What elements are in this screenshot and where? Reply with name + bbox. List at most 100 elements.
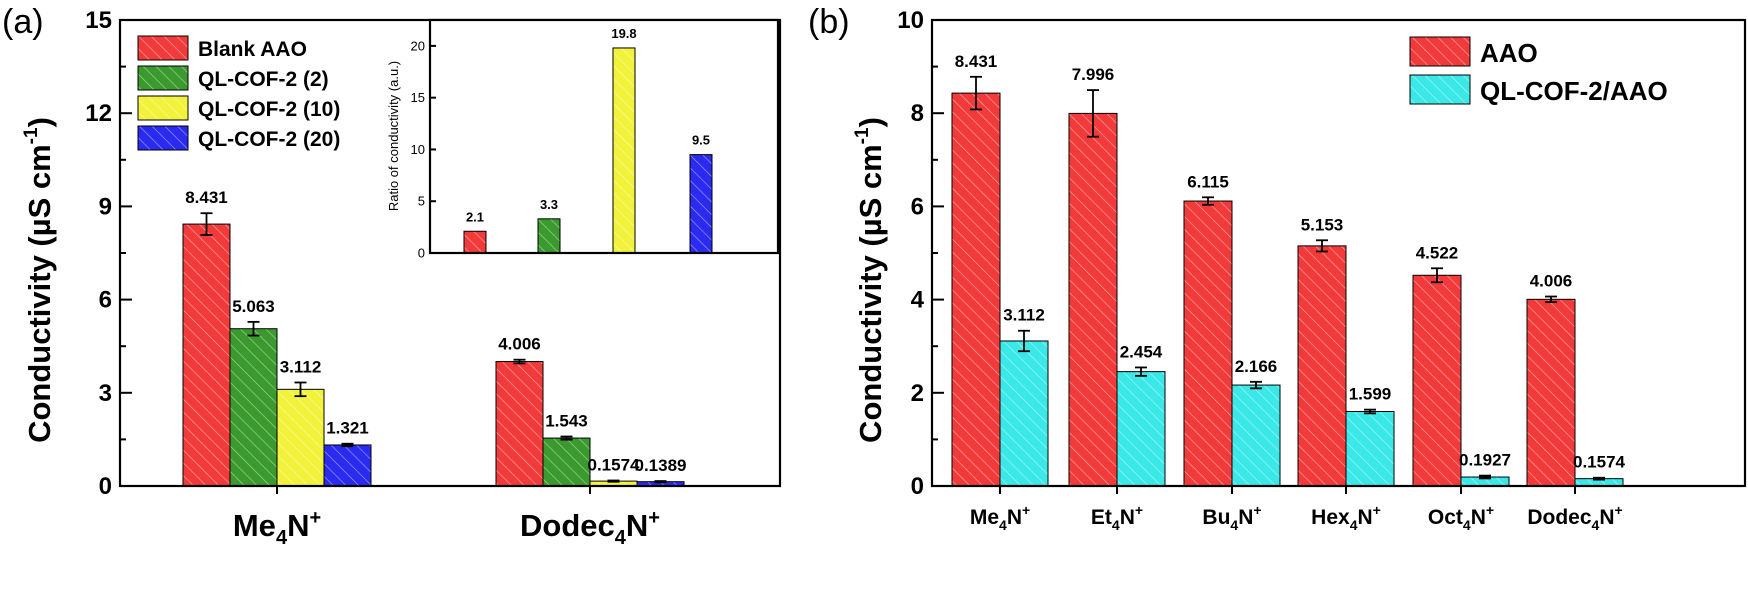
bar [1068, 112, 1118, 487]
panel-a-axes: 0 3 6 9 12 15 Me4N+ Dodec4N+ [85, 7, 782, 549]
inset-y-tick-label: 20 [411, 38, 425, 53]
inset-y-axis-label: Ratio of conductivity (a.u.) [386, 61, 401, 211]
legend-swatch [1409, 74, 1471, 105]
bar [1345, 410, 1395, 487]
legend-item: QL-COF-2 (2) [137, 65, 329, 91]
bar [1412, 274, 1462, 487]
error-bar [294, 381, 307, 398]
legend-item: Blank AAO [137, 35, 307, 61]
data-label: 3.112 [1003, 306, 1045, 325]
data-label: 7.996 [1072, 65, 1115, 84]
y-tick-label: 3 [99, 380, 112, 407]
y-tick-label: 15 [85, 7, 112, 34]
data-label: 2.1 [466, 209, 484, 224]
legend-item: QL-COF-2/AAO [1409, 74, 1668, 106]
error-bar [1545, 295, 1557, 304]
panel-b-label: (b) [808, 3, 850, 41]
panel-a-label: (a) [2, 3, 44, 41]
legend-swatch [137, 35, 189, 61]
y-tick-label: 0 [911, 473, 924, 500]
error-bar [247, 320, 260, 337]
inset-y-tick-label: 10 [411, 142, 425, 157]
legend-label: AAO [1480, 38, 1538, 68]
error-bar [200, 212, 213, 236]
inset-bar [689, 154, 713, 254]
error-bar [1135, 366, 1147, 377]
data-label: 19.8 [611, 26, 636, 41]
error-bar [1202, 196, 1214, 206]
data-label: 4.006 [498, 335, 541, 354]
data-label: 9.5 [692, 133, 710, 148]
data-label: 5.153 [1301, 215, 1344, 234]
bar [542, 437, 591, 487]
error-bar [607, 479, 620, 483]
error-bar [1018, 329, 1030, 353]
panel-b-y-axis-label: Conductivity (µS cm-1) [852, 117, 888, 443]
data-label: 6.115 [1187, 172, 1229, 191]
error-bar [1364, 408, 1376, 415]
legend-label: QL-COF-2 (20) [198, 128, 340, 151]
panel-b-axes: 0 2 4 6 8 10 Me4N+ Et4N+ Bu4N+ Hex4N+ Oct4N+ Dodec4… [897, 7, 1747, 533]
legend-label: QL-COF-2 (10) [198, 98, 340, 121]
inset-y-tick-label: 5 [418, 194, 425, 209]
bar [323, 444, 372, 487]
x-tick-label: Et4N+ [1091, 502, 1143, 533]
legend-swatch [137, 125, 189, 151]
y-tick-label: 10 [897, 7, 924, 34]
y-axis-label: Conductivity (µS cm-1) [21, 117, 57, 443]
data-label: 1.321 [326, 419, 369, 438]
y-tick-label: 8 [911, 100, 924, 127]
bar [1526, 298, 1576, 487]
data-label: 1.543 [545, 412, 588, 431]
x-tick-label: Me4N+ [233, 507, 321, 549]
data-label: 0.1574 [588, 455, 641, 474]
legend-label: QL-COF-2/AAO [1480, 76, 1668, 106]
inset-bar [463, 230, 487, 254]
y-tick-label: 2 [911, 380, 924, 407]
panel-b-legend: AAO QL-COF-2/AAO [1409, 36, 1668, 106]
error-bar [1593, 476, 1605, 481]
data-label: 0.1389 [635, 456, 687, 475]
error-bar [513, 358, 526, 365]
legend-item: QL-COF-2 (10) [137, 95, 340, 121]
x-tick-label: Dodec4N+ [1527, 502, 1622, 533]
legend-label: Blank AAO [198, 38, 307, 61]
data-label: 8.431 [185, 188, 228, 207]
legend-swatch [137, 95, 189, 121]
x-tick-label: Oct4N+ [1428, 502, 1494, 533]
data-label: 4.006 [1530, 272, 1573, 291]
data-label: 2.454 [1120, 342, 1163, 361]
error-bar [1087, 89, 1099, 138]
y-axis-label: Conductivity (µS cm-1) [852, 117, 888, 443]
data-label: 3.3 [540, 197, 558, 212]
legend-item: AAO [1409, 36, 1538, 68]
data-label: 0.1574 [1573, 453, 1626, 472]
bar [182, 223, 231, 487]
panel-a-legend: Blank AAO QL-COF-2 (2) QL-COF-2 (10) QL-COF… [137, 35, 340, 151]
data-label: 5.063 [232, 297, 275, 316]
error-bar [1479, 474, 1491, 480]
panel-a-bars: 8.431 4.006 5.063 1.543 3.112 0.1574 1.321 0.13… [182, 188, 687, 487]
panel-a-y-axis-label: Conductivity (µS cm-1) [21, 117, 57, 443]
panel-a-inset: 2.1 3.3 19.8 9.5 0 5 10 15 20 Ratio of conductivi… [386, 18, 780, 261]
y-tick-label: 12 [85, 100, 112, 127]
bar [276, 388, 325, 487]
panel-b-bars: 8.431 7.996 6.115 5.153 4.522 4.006 3.112 2.454… [951, 52, 1626, 487]
legend-swatch [137, 65, 189, 91]
bar [951, 92, 1001, 487]
data-label: 1.599 [1349, 385, 1392, 404]
error-bar [341, 442, 354, 448]
y-tick-label: 9 [99, 193, 112, 220]
y-tick-label: 0 [99, 473, 112, 500]
data-label: 3.112 [280, 357, 322, 376]
error-bar [1316, 239, 1328, 253]
error-bar [1250, 380, 1262, 390]
x-tick-label: Dodec4N+ [520, 507, 660, 549]
error-bar [1431, 267, 1443, 284]
x-tick-label: Bu4N+ [1202, 502, 1261, 533]
inset-bar [612, 47, 636, 254]
bar [1183, 200, 1233, 487]
inset-y-tick-label: 15 [411, 90, 425, 105]
bar [229, 328, 278, 487]
bar [1116, 371, 1166, 487]
